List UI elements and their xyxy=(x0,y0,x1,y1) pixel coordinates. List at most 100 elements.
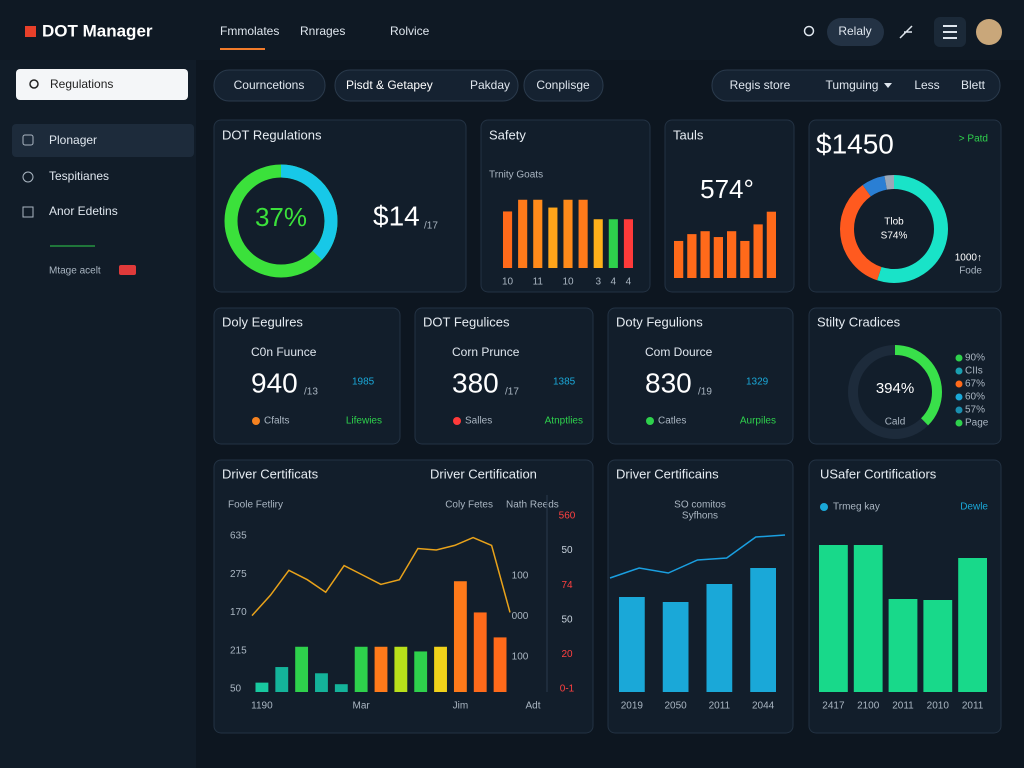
x-tick-label: 2010 xyxy=(927,701,950,712)
legend-dot xyxy=(453,417,461,425)
card-title: Driver Certificains xyxy=(616,466,719,481)
stat-delta: 1329 xyxy=(746,377,769,388)
sidebar-item[interactable]: Tespitianes xyxy=(49,169,109,183)
tab-label[interactable]: Conplisge xyxy=(536,78,590,92)
stat-unit: /13 xyxy=(304,387,318,398)
legend-item: 60% xyxy=(965,392,985,403)
bar xyxy=(753,224,763,278)
sidebar-note[interactable]: Mtage acelt xyxy=(49,266,101,277)
header-button-label[interactable]: Relaly xyxy=(838,24,871,38)
x-tick-label: 2011 xyxy=(962,701,984,712)
card-title: USafer Cortificatiors xyxy=(820,466,937,481)
badge xyxy=(119,265,136,275)
x-tick-label: 2011 xyxy=(892,701,914,712)
filter[interactable]: Blett xyxy=(961,78,986,92)
nav-underline xyxy=(220,48,265,50)
bar xyxy=(563,199,573,268)
y-tick-label: 50 xyxy=(230,684,242,695)
bar xyxy=(295,646,309,692)
gauge-center: 394% xyxy=(876,380,914,397)
tool-icon[interactable] xyxy=(899,25,913,39)
legend-item: CIIs xyxy=(965,366,983,377)
card-title: Doly Eegulres xyxy=(222,314,303,329)
filter[interactable]: Regis store xyxy=(730,78,791,92)
legend-item: Trmeg kay xyxy=(833,502,880,513)
bar xyxy=(958,558,987,692)
x-tick-label: 2100 xyxy=(857,701,880,712)
tab-group[interactable] xyxy=(334,69,519,102)
avatar[interactable] xyxy=(976,19,1002,45)
card-link[interactable]: Dewle xyxy=(960,502,988,513)
nav-item[interactable]: Rnrages xyxy=(300,24,345,38)
legend-dot xyxy=(955,380,963,388)
bar xyxy=(503,211,513,268)
legend-dot xyxy=(646,417,654,425)
stat-unit: /17 xyxy=(505,387,519,398)
header-button[interactable] xyxy=(827,18,884,46)
legend-dot xyxy=(955,393,963,401)
card-value: 574° xyxy=(700,174,754,204)
bar xyxy=(315,673,328,692)
bar xyxy=(706,584,733,692)
gauge-arc xyxy=(848,345,942,439)
tab-label[interactable]: Pakday xyxy=(470,78,510,92)
legend-dot xyxy=(955,419,963,427)
stat-label: Com Dource xyxy=(645,345,713,359)
card-title: Tauls xyxy=(673,127,704,142)
tab-label[interactable]: Pisdt & Getapey xyxy=(346,78,433,92)
sidebar xyxy=(0,60,196,768)
nav-item[interactable]: Rolvice xyxy=(390,24,430,38)
card xyxy=(414,307,594,445)
bar xyxy=(275,667,289,692)
bar xyxy=(740,240,750,278)
x-tick-label: Jim xyxy=(453,701,469,712)
bar xyxy=(853,545,883,692)
y2-tick-label: 20 xyxy=(561,649,573,660)
x-tick-label: 1190 xyxy=(251,701,273,712)
tab[interactable] xyxy=(523,69,604,102)
legend-item: Page xyxy=(965,418,989,429)
bar xyxy=(623,219,633,268)
card-link[interactable]: > Patd xyxy=(959,134,988,145)
bar xyxy=(593,219,603,268)
amount: $14 xyxy=(373,200,420,231)
y2-tick-label: 100 xyxy=(512,652,529,663)
bar xyxy=(334,684,348,692)
legend-item: Salles xyxy=(465,416,492,427)
y-tick-label: 275 xyxy=(230,569,247,580)
bar xyxy=(578,199,588,268)
card-link: Atnptlies xyxy=(545,416,583,427)
stat-value: 380 xyxy=(452,367,499,398)
bar xyxy=(766,211,776,278)
y2-tick-label: 50 xyxy=(561,545,573,556)
x-tick-label: 2417 xyxy=(822,701,845,712)
sidebar-item[interactable]: Plonager xyxy=(49,133,97,147)
legend-dot xyxy=(252,417,260,425)
bar xyxy=(434,646,447,692)
sidebar-item[interactable]: Anor Edetins xyxy=(49,204,118,218)
donut-segment xyxy=(840,175,948,283)
x-tick-label: Mar xyxy=(353,701,371,712)
bar xyxy=(518,199,528,268)
search-box[interactable] xyxy=(16,69,188,100)
y-tick-label: 170 xyxy=(230,607,247,618)
bar xyxy=(493,637,507,692)
sidebar-icon xyxy=(22,206,34,218)
tab-label[interactable]: Courncetions xyxy=(234,78,305,92)
legend-dot xyxy=(955,354,963,362)
tab[interactable] xyxy=(213,69,326,102)
y-tick-label: 635 xyxy=(230,531,247,542)
line xyxy=(251,536,511,617)
menu-icon xyxy=(943,25,957,39)
filter[interactable]: Less xyxy=(914,78,939,92)
x-tick-label: 4 xyxy=(611,277,617,288)
search-text[interactable]: Regulations xyxy=(50,77,113,91)
nav-item[interactable]: Fmmolates xyxy=(220,24,279,38)
x-tick-label: 4 xyxy=(626,277,632,288)
search-icon[interactable] xyxy=(803,25,815,37)
bar xyxy=(374,646,388,692)
filter[interactable]: Tumguing xyxy=(826,78,879,92)
legend-dot xyxy=(820,503,828,511)
legend-item: Catles xyxy=(658,416,686,427)
card xyxy=(607,459,794,734)
